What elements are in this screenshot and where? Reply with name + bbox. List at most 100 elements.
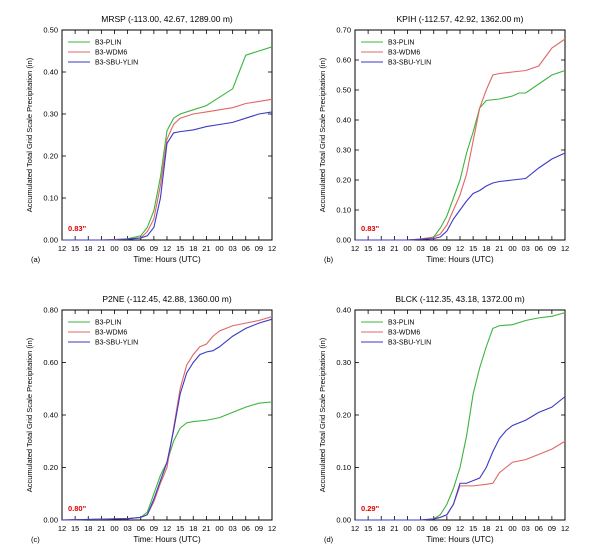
x-tick-label: 15 (71, 244, 79, 253)
y-tick-label: 0.00 (43, 236, 58, 245)
y-tick-label: 0.80 (43, 306, 58, 315)
chart-panel-4: BLCK (-112.35, 43.18, 1372.00 m) 0.00 0.10… (318, 294, 569, 544)
x-tick-label: 09 (548, 244, 556, 253)
legend-label: B3-WDM6 (388, 50, 420, 57)
x-tick-label: 06 (137, 244, 145, 253)
x-tick-label: 09 (150, 244, 158, 253)
plot-frame (354, 29, 566, 241)
x-tick-label: 12 (351, 524, 359, 533)
y-tick-label: 0.30 (336, 146, 351, 155)
legend-label: B3-PLIN (95, 320, 121, 327)
chart-panel-1: MRSP (-113.00, 42.67, 1289.00 m) 0.00 0.10… (25, 14, 276, 264)
x-tick-label: 12 (351, 244, 359, 253)
y-tick-label: 0.20 (43, 463, 58, 472)
x-tick-label: 21 (390, 524, 398, 533)
x-tick-label: 21 (97, 244, 105, 253)
x-tick-label: 21 (202, 244, 210, 253)
x-tick-label: 03 (416, 524, 424, 533)
y-tick-label: 0.30 (336, 358, 351, 367)
series-line-b3-sbu-ylin (61, 318, 273, 521)
y-tick-label: 0.50 (43, 26, 58, 35)
x-tick-label: 09 (255, 244, 263, 253)
x-tick-label: 03 (228, 244, 236, 253)
chart-title: BLCK (-112.35, 43.18, 1372.00 m) (395, 294, 524, 304)
chart-panel-2: KPIH (-112.57, 42.92, 1362.00 m) 0.00 0.10… (318, 14, 569, 264)
chart-title: MRSP (-113.00, 42.67, 1289.00 m) (101, 14, 233, 24)
y-axis-label: Accumulated Total Grid Scale Precipitati… (318, 57, 327, 212)
x-tick-label: 15 (469, 244, 477, 253)
x-tick-label: 03 (123, 244, 131, 253)
x-tick-label: 18 (377, 244, 385, 253)
series-line-b3-plin (355, 69, 566, 241)
x-tick-label: 06 (242, 244, 250, 253)
legend-label: B3-PLIN (95, 40, 121, 47)
series-line-b3-sbu-ylin (355, 152, 566, 241)
x-tick-label: 12 (163, 244, 171, 253)
x-axis-label: Time: Hours (UTC) (133, 255, 201, 264)
x-tick-label: 21 (495, 524, 503, 533)
observed-precip-label: 0.29" (361, 504, 380, 513)
x-tick-label: 03 (416, 244, 424, 253)
legend-label: B3-SBU-YLIN (388, 340, 431, 347)
x-tick-label: 21 (390, 244, 398, 253)
observed-precip-label: 0.80" (68, 504, 87, 513)
y-tick-label: 0.10 (336, 206, 351, 215)
series-line-b3-plin (355, 312, 566, 521)
x-tick-label: 00 (110, 244, 118, 253)
y-tick-label: 0.20 (336, 411, 351, 420)
y-tick-label: 0.40 (336, 306, 351, 315)
x-tick-label: 21 (97, 524, 105, 533)
x-tick-label: 18 (377, 524, 385, 533)
y-tick-label: 0.20 (43, 152, 58, 161)
x-tick-label: 06 (535, 244, 543, 253)
x-tick-label: 12 (456, 524, 464, 533)
x-tick-label: 00 (508, 524, 516, 533)
series-line-b3-wdm6 (355, 440, 566, 521)
chart-title: P2NE (-112.45, 42.88, 1360.00 m) (102, 294, 231, 304)
plot-frame (61, 309, 273, 521)
legend-label: B3-PLIN (388, 40, 414, 47)
y-tick-label: 0.10 (43, 194, 58, 203)
y-tick-label: 0.00 (336, 516, 351, 525)
x-tick-label: 09 (443, 524, 451, 533)
legend-label: B3-SBU-YLIN (95, 340, 138, 347)
series-line-b3-wdm6 (355, 38, 566, 241)
x-tick-label: 03 (521, 524, 529, 533)
x-tick-label: 09 (443, 244, 451, 253)
plot-frame (61, 29, 273, 241)
x-tick-label: 09 (548, 524, 556, 533)
x-tick-label: 15 (364, 524, 372, 533)
x-tick-label: 12 (561, 244, 569, 253)
series-line-b3-sbu-ylin (355, 396, 566, 521)
x-tick-label: 00 (110, 524, 118, 533)
x-tick-label: 06 (535, 524, 543, 533)
x-tick-label: 12 (58, 524, 66, 533)
x-tick-label: 15 (176, 524, 184, 533)
x-tick-label: 21 (495, 244, 503, 253)
x-axis-label: Time: Hours (UTC) (133, 535, 201, 544)
x-tick-label: 09 (255, 524, 263, 533)
x-tick-label: 00 (403, 244, 411, 253)
y-tick-label: 0.00 (43, 516, 58, 525)
y-tick-label: 0.40 (336, 116, 351, 125)
y-tick-label: 0.20 (336, 176, 351, 185)
y-axis-label: Accumulated Total Grid Scale Precipitati… (25, 57, 34, 212)
panel-letter: (a) (31, 255, 41, 264)
legend-label: B3-PLIN (388, 320, 414, 327)
x-tick-label: 15 (71, 524, 79, 533)
x-tick-label: 12 (268, 244, 276, 253)
x-tick-label: 03 (123, 524, 131, 533)
y-tick-label: 0.60 (43, 358, 58, 367)
y-tick-label: 0.30 (43, 110, 58, 119)
legend-label: B3-WDM6 (388, 330, 420, 337)
x-tick-label: 18 (482, 244, 490, 253)
y-axis-label: Accumulated Total Grid Scale Precipitati… (25, 337, 34, 492)
x-tick-label: 06 (430, 244, 438, 253)
y-tick-label: 0.70 (336, 26, 351, 35)
x-tick-label: 18 (84, 244, 92, 253)
panel-letter: (d) (324, 535, 334, 544)
y-tick-label: 0.10 (336, 463, 351, 472)
x-tick-label: 12 (561, 524, 569, 533)
x-tick-label: 00 (215, 244, 223, 253)
